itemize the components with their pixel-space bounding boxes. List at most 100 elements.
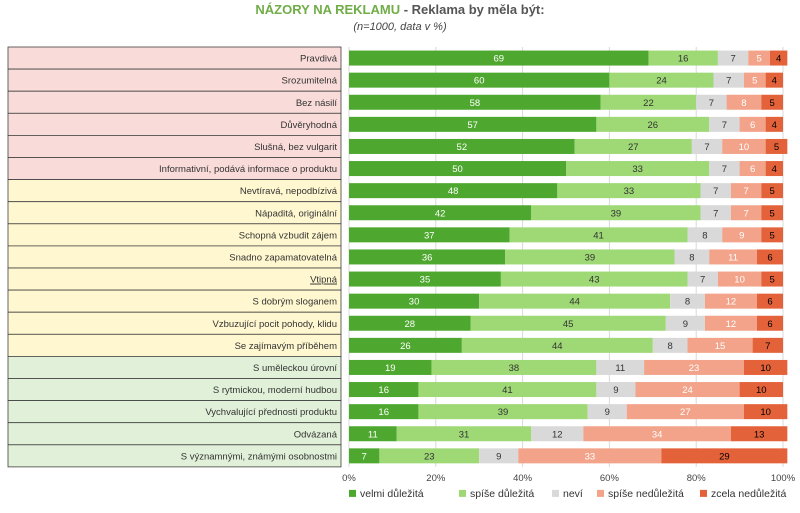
bar-value-label: 8 <box>741 98 746 109</box>
bar-value-label: 5 <box>752 76 757 87</box>
bar-value-label: 7 <box>713 186 718 197</box>
bar-segment <box>730 426 788 442</box>
bar-segment <box>709 161 740 177</box>
category-label: Nápaditá, originální <box>255 208 337 219</box>
category-label: Vzbuzující pocit pohody, klidu <box>213 319 337 330</box>
bar-value-label: 52 <box>457 142 468 153</box>
bar-segment <box>752 337 783 353</box>
category-label: S uměleckou úrovní <box>253 363 337 374</box>
bar-value-label: 4 <box>772 76 777 87</box>
bar-segment <box>479 448 519 464</box>
legend-swatch <box>597 489 604 497</box>
bar-segment <box>479 293 671 309</box>
category-label-box <box>7 46 342 70</box>
chart-title-main: NÁZORY NA REKLAMU <box>255 2 401 17</box>
bar-value-label: 7 <box>743 186 748 197</box>
legend-label: spíše důležitá <box>470 488 534 500</box>
x-tick-label: 40% <box>513 473 533 484</box>
bar-value-label: 7 <box>700 275 705 286</box>
bar-value-label: 11 <box>615 363 625 374</box>
bar-value-label: 34 <box>652 429 663 440</box>
bar-value-label: 5 <box>770 186 775 197</box>
bar-segment <box>349 404 419 420</box>
bar-value-label: 10 <box>734 275 745 286</box>
bar-segment <box>574 138 692 154</box>
bar-value-label: 44 <box>569 297 580 308</box>
category-label: Schopná vzbudit zájem <box>239 230 337 241</box>
bar-value-label: 22 <box>643 98 654 109</box>
bar-value-label: 13 <box>754 429 765 440</box>
bar-value-label: 33 <box>632 164 643 175</box>
bar-segment <box>739 161 766 177</box>
bar-value-label: 7 <box>765 341 770 352</box>
legend-swatch <box>459 489 466 497</box>
bar-segment <box>743 72 766 88</box>
bar-value-label: 4 <box>772 120 777 131</box>
bar-value-label: 33 <box>585 451 596 462</box>
bar-value-label: 7 <box>722 164 727 175</box>
bar-value-label: 5 <box>770 208 775 219</box>
bar-value-label: 11 <box>368 429 378 440</box>
legend-swatch <box>700 489 707 497</box>
bar-segment <box>765 138 788 154</box>
bar-segment <box>349 249 506 265</box>
bar-value-label: 58 <box>470 98 481 109</box>
bar-value-label: 7 <box>743 208 748 219</box>
bar-value-label: 9 <box>739 230 744 241</box>
bar-segment <box>349 448 380 464</box>
bar-value-label: 15 <box>715 341 726 352</box>
bar-value-label: 38 <box>509 363 520 374</box>
bar-segment <box>349 116 597 132</box>
bar-segment <box>349 183 558 199</box>
bar-segment <box>500 271 688 287</box>
category-label: Bez násilí <box>296 98 338 109</box>
bar-segment <box>687 271 718 287</box>
bar-value-label: 24 <box>682 385 693 396</box>
bar-segment <box>756 315 783 331</box>
chart-title: NÁZORY NA REKLAMU - Reklama by měla být: <box>0 2 800 17</box>
bar-segment <box>635 382 740 398</box>
bar-segment <box>739 382 783 398</box>
bar-segment <box>349 337 462 353</box>
bar-value-label: 10 <box>739 142 750 153</box>
bar-value-label: 7 <box>709 98 714 109</box>
bar-segment <box>587 404 627 420</box>
bar-segment <box>730 205 762 221</box>
bar-segment <box>696 94 727 110</box>
bar-value-label: 28 <box>404 319 415 330</box>
bar-segment <box>349 359 432 375</box>
legend-swatch <box>349 489 356 497</box>
bar-segment <box>761 205 783 221</box>
bar-segment <box>743 359 788 375</box>
bar-segment <box>670 293 705 309</box>
bar-value-label: 30 <box>409 297 420 308</box>
bar-value-label: 23 <box>424 451 435 462</box>
bar-segment <box>644 359 744 375</box>
bar-value-label: 26 <box>648 120 659 131</box>
bar-segment <box>739 116 766 132</box>
bar-segment <box>505 249 675 265</box>
bar-value-label: 37 <box>424 230 435 241</box>
bar-segment <box>431 359 597 375</box>
category-label: Pravdivá <box>300 54 338 65</box>
bar-value-label: 39 <box>585 252 596 263</box>
bar-value-label: 6 <box>750 120 755 131</box>
category-label: Nevtíravá, nepodbízivá <box>240 186 338 197</box>
bar-value-label: 69 <box>493 54 504 65</box>
category-label: Se zajímavým příběhem <box>235 341 338 352</box>
legend-label: neví <box>563 488 583 500</box>
bar-value-label: 5 <box>770 275 775 286</box>
x-tick-label: 60% <box>600 473 620 484</box>
x-tick-label: 20% <box>426 473 446 484</box>
bar-segment <box>704 315 757 331</box>
bar-value-label: 19 <box>385 363 396 374</box>
category-label: S významnými, známými osobnostmi <box>181 451 337 462</box>
bar-segment <box>349 426 397 442</box>
bar-value-label: 8 <box>685 297 690 308</box>
bar-segment <box>717 271 762 287</box>
category-label: Vtipná <box>310 275 338 286</box>
bar-value-label: 43 <box>589 275 600 286</box>
bar-value-label: 7 <box>704 142 709 153</box>
bar-segment <box>717 50 749 66</box>
